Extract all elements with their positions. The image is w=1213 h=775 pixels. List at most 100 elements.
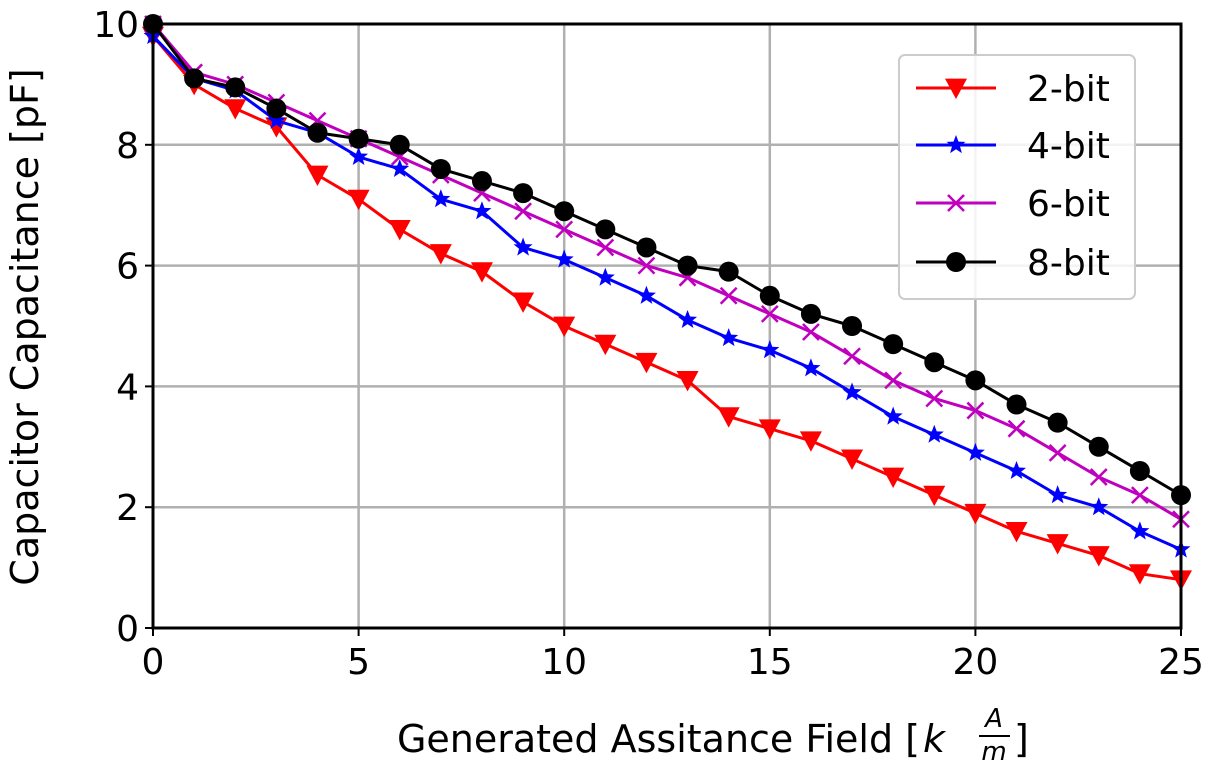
data-point-8-bit	[1129, 460, 1150, 481]
data-point-4-bit	[1130, 521, 1150, 540]
legend-label-8-bit: 8-bit	[1027, 243, 1110, 284]
x-axis-title: Generated Assitance Field [ k A m ]	[397, 704, 1029, 767]
data-point-4-bit	[883, 406, 903, 425]
data-point-2-bit	[347, 189, 370, 211]
data-point-6-bit	[596, 238, 615, 257]
data-point-4-bit	[801, 358, 821, 377]
x-tick-label: 20	[952, 642, 998, 683]
x-tick-label: 25	[1158, 642, 1204, 683]
legend-marker-6-bit	[947, 194, 965, 212]
plot-frame	[151, 22, 1183, 630]
data-point-6-bit	[555, 220, 574, 239]
data-point-2-bit	[964, 503, 987, 525]
data-point-6-bit	[719, 286, 738, 305]
data-point-6-bit	[1007, 419, 1026, 438]
data-point-4-bit	[513, 237, 533, 256]
data-point-4-bit	[842, 382, 862, 401]
data-point-2-bit	[676, 371, 699, 392]
y-tick-label: 8	[116, 126, 139, 167]
data-point-8-bit	[636, 237, 657, 258]
data-point-4-bit	[965, 442, 985, 461]
data-point-2-bit	[1128, 564, 1151, 585]
data-point-2-bit	[1087, 546, 1110, 567]
x-axis-unit-numerator: A	[983, 704, 1003, 734]
legend-entry-6-bit: 6-bit	[916, 184, 1110, 225]
data-point-8-bit	[924, 352, 945, 373]
data-point-2-bit	[1046, 534, 1069, 555]
y-tick-label: 10	[93, 5, 139, 46]
legend-box	[898, 54, 1136, 300]
data-point-8-bit	[430, 158, 451, 179]
data-point-8-bit	[965, 370, 986, 391]
data-point-2-bit	[306, 165, 329, 186]
data-point-8-bit	[184, 68, 205, 89]
data-point-2-bit	[512, 292, 535, 313]
x-axis-unit-base: k	[923, 717, 947, 761]
data-point-8-bit	[718, 261, 739, 282]
x-axis-unit-denominator: m	[981, 737, 1006, 767]
data-point-4-bit	[760, 340, 780, 359]
data-point-4-bit	[1048, 485, 1068, 504]
data-point-8-bit	[307, 122, 328, 143]
x-axis-title-main: Generated Assitance Field [	[397, 717, 920, 761]
data-point-2-bit	[717, 407, 740, 428]
data-point-6-bit	[802, 323, 820, 341]
legend-label-4-bit: 4-bit	[1027, 126, 1110, 167]
legend-entry-4-bit: 4-bit	[916, 126, 1110, 167]
data-point-8-bit	[389, 134, 410, 155]
x-tick-label: 10	[541, 642, 587, 683]
data-point-4-bit	[266, 110, 286, 129]
data-point-8-bit	[800, 303, 821, 324]
data-point-4-bit	[349, 146, 369, 165]
data-point-6-bit	[884, 371, 903, 390]
data-point-6-bit	[1048, 443, 1067, 462]
data-point-2-bit	[799, 431, 822, 452]
x-tick-label: 15	[747, 642, 793, 683]
plot-series	[142, 14, 1192, 591]
data-point-8-bit	[595, 219, 616, 240]
x-tick-label: 0	[142, 642, 165, 683]
data-point-6-bit	[637, 256, 656, 275]
data-point-6-bit	[966, 401, 985, 420]
y-tick-label: 6	[116, 247, 139, 288]
data-point-8-bit	[883, 334, 904, 355]
data-point-8-bit	[842, 316, 863, 336]
data-point-8-bit	[348, 128, 369, 149]
data-point-4-bit	[719, 328, 739, 347]
data-point-6-bit	[514, 202, 532, 221]
legend-label-6-bit: 6-bit	[1027, 184, 1110, 225]
legend: 2-bit 4-bit 6-bit 8-bit	[898, 54, 1136, 300]
data-point-2-bit	[882, 467, 905, 488]
data-point-2-bit	[758, 419, 781, 440]
data-point-8-bit	[1006, 394, 1027, 415]
data-point-2-bit	[470, 262, 493, 283]
data-point-2-bit	[1005, 522, 1028, 543]
y-tick-label: 4	[116, 367, 139, 408]
data-point-6-bit	[925, 389, 944, 408]
data-point-6-bit	[760, 305, 779, 323]
data-point-2-bit	[923, 485, 946, 507]
data-point-4-bit	[472, 201, 492, 220]
legend-entry-8-bit: 8-bit	[916, 243, 1110, 284]
data-point-4-bit	[636, 285, 656, 304]
data-point-2-bit	[224, 99, 247, 120]
legend-marker-4-bit	[946, 135, 966, 154]
y-axis-title: Capacitor Capacitance [pF]	[3, 68, 47, 585]
data-point-2-bit	[429, 244, 452, 265]
data-point-4-bit	[1089, 497, 1109, 516]
data-point-2-bit	[553, 316, 576, 337]
data-point-8-bit	[225, 77, 246, 98]
data-point-6-bit	[843, 347, 861, 366]
data-point-4-bit	[431, 189, 451, 208]
data-point-6-bit	[1089, 468, 1108, 486]
data-point-8-bit	[471, 171, 492, 192]
data-point-8-bit	[513, 183, 534, 204]
data-point-4-bit	[678, 309, 698, 329]
data-point-8-bit	[1047, 412, 1068, 433]
series-8-bit	[143, 14, 1191, 506]
data-point-4-bit	[1007, 460, 1027, 480]
axis-ticks: 0 5 10 15 20 25 0 2 4 6 8 10	[93, 5, 1204, 683]
data-point-2-bit	[635, 352, 658, 374]
y-tick-label: 2	[116, 488, 139, 529]
